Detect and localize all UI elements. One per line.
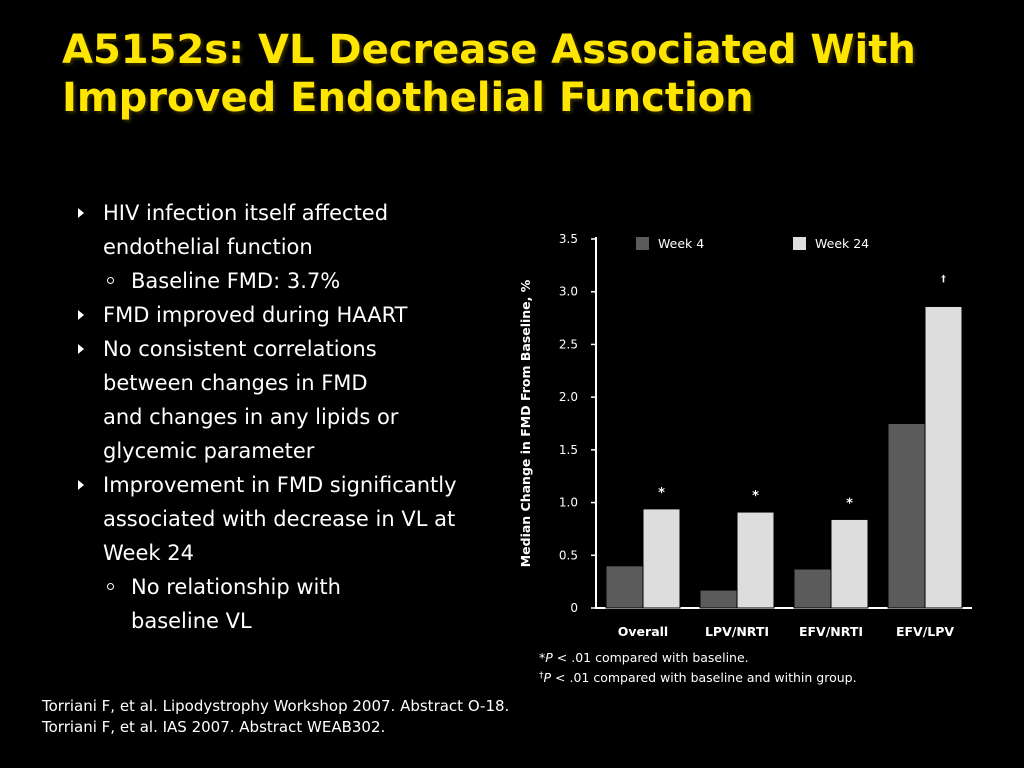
bullet-line: Baseline FMD: 3.7% bbox=[131, 269, 341, 293]
x-tick-label: EFV/NRTI bbox=[799, 624, 863, 639]
y-tick-label: 2.5 bbox=[559, 337, 578, 351]
bullet-line: No relationship with bbox=[131, 575, 341, 599]
bullet-line: and changes in any lipids or bbox=[103, 405, 399, 429]
reference-line: Torriani F, et al. Lipodystrophy Worksho… bbox=[42, 697, 510, 715]
significance-marker: † bbox=[941, 274, 946, 284]
y-tick-label: 1.0 bbox=[559, 496, 578, 510]
bar-week-4 bbox=[699, 589, 738, 609]
bullet-line: glycemic parameter bbox=[103, 439, 315, 463]
bar-week-4 bbox=[887, 423, 926, 609]
legend-swatch bbox=[636, 237, 649, 250]
footnote-p-value: P bbox=[545, 650, 553, 665]
y-tick-label: 2.0 bbox=[559, 390, 578, 404]
footnote-symbol: † bbox=[539, 671, 544, 681]
slide-title: A5152s: VL Decrease Associated With Impr… bbox=[62, 27, 916, 121]
bullet-item: FMD improved during HAART bbox=[76, 298, 506, 332]
bullet-line: between changes in FMD bbox=[103, 371, 368, 395]
y-tick-label: 3.5 bbox=[559, 232, 578, 246]
bar-week-4 bbox=[793, 568, 832, 609]
footnote: †P < .01 compared with baseline and with… bbox=[539, 670, 857, 685]
legend-label: Week 24 bbox=[815, 236, 869, 251]
sub-bullet-item: No relationship with baseline VL bbox=[76, 570, 506, 638]
x-tick-label: Overall bbox=[618, 624, 668, 639]
legend-label: Week 4 bbox=[658, 236, 704, 251]
references: Torriani F, et al. Lipodystrophy Worksho… bbox=[42, 696, 509, 738]
significance-marker: * bbox=[752, 489, 759, 504]
y-axis-label: Median Change in FMD From Baseline, % bbox=[518, 279, 533, 567]
bar-week-24 bbox=[736, 511, 775, 609]
bullet-item: HIV infection itself affected endothelial… bbox=[76, 196, 506, 264]
footnote-symbol: * bbox=[539, 650, 545, 665]
footnote-p-value: P bbox=[544, 670, 552, 685]
y-tick-label: 0.5 bbox=[559, 548, 578, 562]
footnote: *P < .01 compared with baseline. bbox=[539, 650, 749, 665]
triangle-bullet-icon bbox=[78, 208, 84, 218]
bar-week-24 bbox=[830, 518, 869, 609]
bar-week-24 bbox=[642, 508, 681, 609]
triangle-bullet-icon bbox=[78, 344, 84, 354]
legend-swatch bbox=[793, 237, 806, 250]
circle-bullet-icon bbox=[107, 583, 114, 590]
y-tick-label: 3.0 bbox=[559, 285, 578, 299]
x-tick-label: EFV/LPV bbox=[896, 624, 954, 639]
triangle-bullet-icon bbox=[78, 480, 84, 490]
y-tick-label: 1.5 bbox=[559, 443, 578, 457]
bullet-line: baseline VL bbox=[131, 609, 252, 633]
bullet-line: Improvement in FMD significantly bbox=[103, 473, 457, 497]
bar-week-24 bbox=[924, 305, 963, 609]
significance-marker: * bbox=[846, 496, 853, 511]
bullet-line: Week 24 bbox=[103, 541, 194, 565]
bullet-item: Improvement in FMD significantly associat… bbox=[76, 468, 506, 570]
bullet-line: No consistent correlations bbox=[103, 337, 377, 361]
triangle-bullet-icon bbox=[78, 310, 84, 320]
bullet-line: FMD improved during HAART bbox=[103, 303, 408, 327]
bar-week-4 bbox=[605, 565, 644, 609]
y-tick-label: 0 bbox=[570, 601, 578, 615]
significance-marker: * bbox=[658, 486, 665, 501]
bullet-item: No consistent correlations between change… bbox=[76, 332, 506, 468]
bullet-line: associated with decrease in VL at bbox=[103, 507, 456, 531]
bullet-line: HIV infection itself affected bbox=[103, 201, 389, 225]
bullet-list: HIV infection itself affected endothelial… bbox=[76, 196, 506, 638]
x-tick-label: LPV/NRTI bbox=[705, 624, 769, 639]
sub-bullet-item: Baseline FMD: 3.7% bbox=[76, 264, 506, 298]
bar-chart: 0 0.5 1.0 1.5 2.0 2.5 3.0 3.5 Median Change in F… bbox=[510, 222, 990, 692]
chart-svg: 0 0.5 1.0 1.5 2.0 2.5 3.0 3.5 Median Change in F… bbox=[518, 232, 972, 685]
footnote-text: < .01 compared with baseline and within … bbox=[551, 670, 857, 685]
bullet-line: endothelial function bbox=[103, 235, 313, 259]
footnote-text: < .01 compared with baseline. bbox=[553, 650, 749, 665]
circle-bullet-icon bbox=[107, 277, 114, 284]
reference-line: Torriani F, et al. IAS 2007. Abstract WE… bbox=[42, 718, 386, 736]
